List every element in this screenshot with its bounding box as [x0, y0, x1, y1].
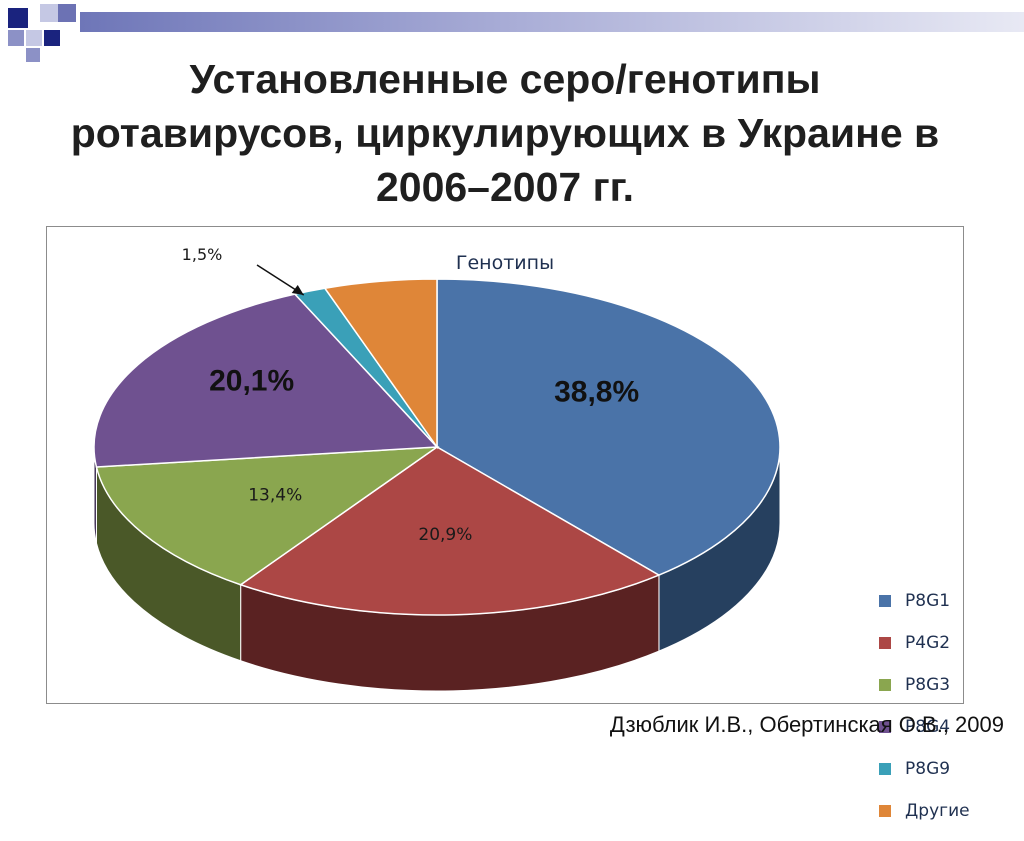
- legend-swatch: [879, 679, 891, 691]
- data-label-P8G3: 13,4%: [248, 485, 302, 505]
- pie-slice-P8G3: [95, 446, 440, 586]
- decoration-square: [40, 4, 58, 22]
- pie-slice-Другие: [323, 278, 438, 450]
- title-decoration-bar: [80, 12, 1024, 32]
- legend-swatch: [879, 763, 891, 775]
- citation: Дзюблик И.В., Обертинская О.В., 2009: [609, 712, 1004, 737]
- label-leader-arrowhead: [291, 284, 304, 295]
- data-label-P8G9: 1,5%: [182, 245, 223, 264]
- decoration-square: [8, 30, 24, 46]
- legend-label: Другие: [905, 801, 970, 821]
- legend-swatch: [879, 637, 891, 649]
- slide-title: Установленные серо/генотипы ротавирусов,…: [70, 56, 940, 210]
- legend-label: P4G2: [905, 633, 951, 653]
- pie-slice-P4G2: [239, 446, 661, 616]
- decoration-square: [44, 30, 60, 46]
- decoration-square: [8, 8, 28, 28]
- decoration-square: [26, 48, 40, 62]
- chart-title: Генотипы: [456, 252, 554, 274]
- legend-swatch: [879, 721, 891, 733]
- data-label-P8G4: 20,1%: [209, 364, 294, 397]
- legend-label: P8G3: [905, 675, 951, 695]
- legend-swatch: [879, 805, 891, 817]
- chart-frame: Генотипы 38,8% 20,9% 13,4% 20,1% 1,5% P8G1 P4G…: [46, 226, 970, 821]
- decoration-square: [26, 30, 42, 46]
- pie-slice-P8G1: [436, 278, 781, 576]
- pie-slice-P8G4: [93, 293, 439, 468]
- decoration-square: [58, 4, 76, 22]
- data-label-P8G1: 38,8%: [554, 376, 639, 409]
- data-label-P4G2: 20,9%: [418, 525, 472, 545]
- legend-label: P8G1: [905, 591, 951, 611]
- legend-label: P8G4: [905, 717, 951, 737]
- pie-chart: Генотипы 38,8% 20,9% 13,4% 20,1% 1,5%: [93, 245, 781, 692]
- legend-label: P8G9: [905, 759, 951, 779]
- legend-swatch: [879, 595, 891, 607]
